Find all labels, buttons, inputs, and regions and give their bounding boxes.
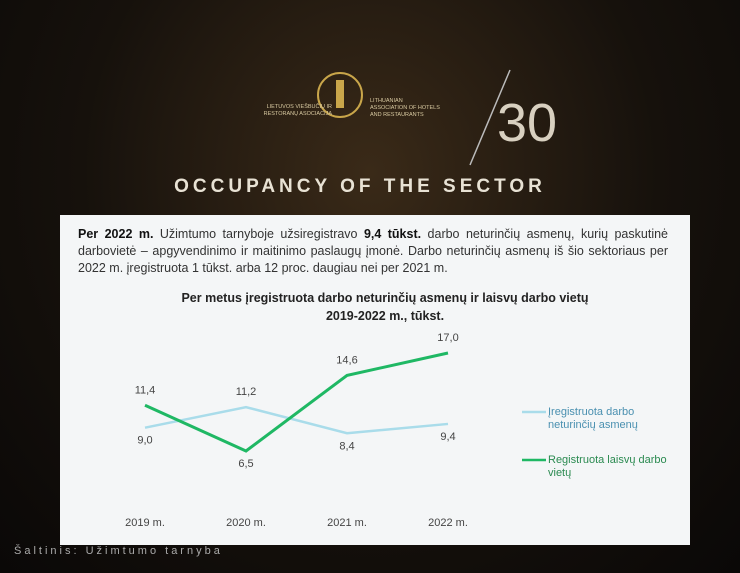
- data-label: 17,0: [437, 332, 458, 344]
- x-tick-label: 2021 m.: [327, 517, 367, 529]
- chart-subtitle: 2019-2022 m., tūkst.: [326, 309, 444, 323]
- x-tick-label: 2020 m.: [226, 517, 266, 529]
- x-tick-label: 2022 m.: [428, 517, 468, 529]
- paragraph: Per 2022 m. Užimtumo tarnyboje užsiregis…: [78, 226, 668, 277]
- panel: [60, 215, 690, 545]
- anniversary: 30: [497, 93, 558, 153]
- data-label: 14,6: [336, 354, 357, 366]
- series-line: [144, 351, 449, 453]
- source: Šaltinis: Užimtumo tarnyba: [14, 545, 223, 557]
- logo-left: LIETUVOS VIEŠBUČIŲ IR RESTORANŲ ASOCIACI…: [263, 104, 332, 117]
- legend-label: Registruota laisvų darbo vietų: [548, 454, 667, 479]
- text-bold: Per 2022 m.: [78, 227, 154, 241]
- chart-title: Per metus įregistruota darbo neturinčių …: [181, 291, 588, 305]
- legend-label: Įregistruota darbo neturinčių asmenų: [548, 406, 638, 431]
- data-label: 9,0: [137, 435, 152, 447]
- series-line: [144, 405, 449, 435]
- text: Užimtumo tarnyboje užsiregistravo: [153, 227, 364, 241]
- text: darbo neturinčių asmenų, kurių paskutinė…: [78, 227, 668, 275]
- data-label: 11,2: [236, 386, 257, 398]
- text-bold: 9,4 tūkst.: [363, 227, 422, 241]
- data-label: 11,4: [135, 384, 156, 396]
- slide-title: OCCUPANCY OF THE SECTOR: [174, 176, 546, 197]
- data-label: 9,4: [440, 431, 455, 443]
- data-label: 8,4: [339, 440, 354, 452]
- data-label: 6,5: [238, 458, 253, 470]
- logo-right: LITHUANIAN ASSOCIATION OF HOTELS AND RES…: [370, 98, 440, 118]
- x-tick-label: 2019 m.: [125, 517, 165, 529]
